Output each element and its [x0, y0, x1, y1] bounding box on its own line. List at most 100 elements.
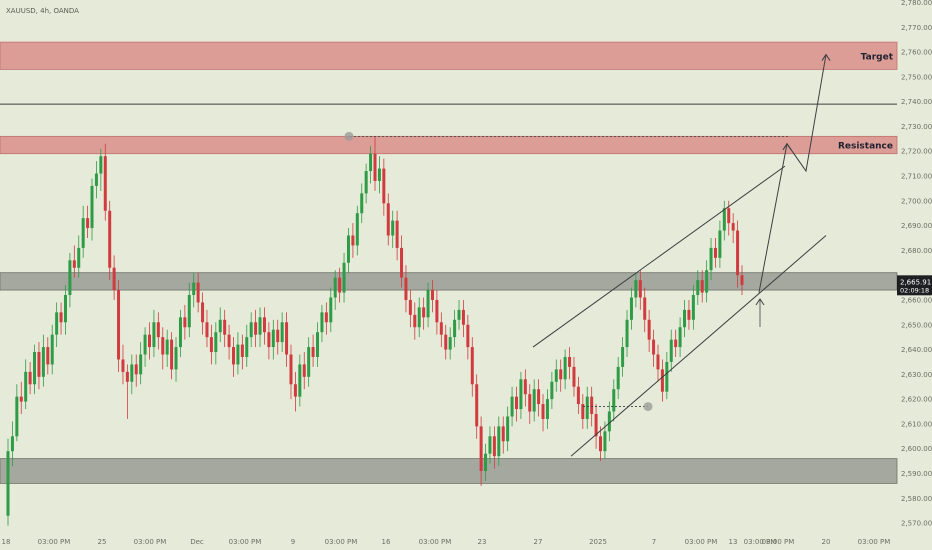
- y-tick-label: 2,780.00: [901, 0, 932, 7]
- candle-body: [364, 171, 368, 194]
- candle-body: [709, 247, 713, 271]
- candle: [660, 359, 664, 402]
- candle-body: [417, 307, 421, 328]
- candle-body: [448, 337, 452, 350]
- candle: [280, 312, 284, 353]
- candle-body: [576, 386, 580, 405]
- candle-body: [262, 317, 266, 333]
- candle-body: [351, 235, 355, 246]
- candle-body: [625, 319, 629, 348]
- candle-body: [528, 394, 532, 412]
- candle: [594, 404, 598, 449]
- candle: [311, 334, 315, 367]
- candle: [687, 299, 691, 330]
- y-tick-label: 2,690.00: [901, 222, 932, 230]
- candle-body: [616, 366, 620, 390]
- candle: [563, 349, 567, 390]
- candle-body: [466, 324, 470, 348]
- candle: [572, 356, 576, 397]
- candle: [99, 148, 103, 191]
- candle-body: [519, 379, 523, 410]
- annotations: [344, 53, 831, 457]
- candle: [413, 302, 417, 340]
- candle-body: [355, 213, 359, 246]
- candle-body: [125, 371, 129, 382]
- candle: [461, 299, 465, 338]
- x-tick-label: 03:00 PM: [685, 538, 718, 546]
- candle: [236, 332, 240, 375]
- x-tick-label: 03:00 PM: [762, 538, 795, 546]
- candle-body: [316, 332, 320, 357]
- candle: [400, 235, 404, 288]
- candle: [214, 322, 218, 365]
- y-tick-label: 2,570.00: [901, 520, 932, 528]
- candle: [629, 287, 633, 330]
- candle-body: [55, 312, 59, 335]
- candle: [170, 332, 174, 380]
- candle-body: [108, 210, 112, 268]
- candle-body: [236, 344, 240, 365]
- candle: [373, 136, 377, 191]
- symbol-title: XAUUSD, 4h, OANDA: [6, 7, 79, 15]
- candle: [302, 352, 306, 390]
- candle-body: [196, 282, 200, 303]
- candle-body: [338, 277, 342, 293]
- candle-body: [307, 347, 311, 377]
- candle-body: [99, 156, 103, 174]
- candle-body: [408, 299, 412, 315]
- candle: [209, 324, 213, 365]
- channel-upper-line: [532, 165, 786, 348]
- candle: [386, 193, 390, 246]
- candle: [134, 354, 138, 387]
- candle-body: [90, 185, 94, 229]
- candle-body: [147, 334, 151, 348]
- x-tick-label: 27: [534, 538, 543, 546]
- x-tick-label: Dec: [190, 538, 204, 546]
- candle-body: [696, 280, 700, 296]
- candle: [143, 327, 147, 367]
- candle-body: [510, 396, 514, 417]
- x-tick-label: 03:00 PM: [38, 538, 71, 546]
- candle-body: [227, 334, 231, 348]
- candle: [616, 356, 620, 400]
- candle-body: [19, 396, 23, 402]
- candle-body: [444, 334, 448, 350]
- candle: [683, 299, 687, 338]
- resistance-zone-label: Resistance: [838, 142, 893, 152]
- candle-body: [541, 404, 545, 419]
- candle-body: [674, 339, 678, 348]
- candle: [187, 282, 191, 338]
- candle-body: [501, 426, 505, 442]
- candle-body: [722, 208, 726, 231]
- candle: [355, 205, 359, 256]
- candle-body: [77, 247, 81, 268]
- candle-body: [731, 223, 735, 231]
- resistance-zone: [0, 135, 898, 155]
- candle: [466, 314, 470, 360]
- x-tick-label: 18: [2, 538, 11, 546]
- lower-support-zone: [0, 458, 898, 484]
- candle-body: [386, 203, 390, 236]
- candle: [223, 309, 227, 348]
- candle-body: [156, 322, 160, 338]
- candle-body: [63, 295, 67, 323]
- target-zone-label: Target: [861, 52, 894, 62]
- candle: [316, 322, 320, 367]
- candle-body: [506, 416, 510, 442]
- candle-body: [563, 356, 567, 380]
- candle-body: [311, 347, 315, 357]
- candle-body: [532, 389, 536, 412]
- y-tick-label: 2,650.00: [901, 321, 932, 329]
- y-tick-label: 2,580.00: [901, 495, 932, 503]
- candle-body: [249, 322, 253, 338]
- y-tick-label: 2,710.00: [901, 173, 932, 181]
- candle: [333, 270, 337, 310]
- candle: [174, 337, 178, 382]
- candle-body: [6, 451, 10, 516]
- candle: [448, 327, 452, 360]
- candle: [117, 280, 121, 372]
- candle-body: [590, 396, 594, 415]
- candle: [121, 344, 125, 385]
